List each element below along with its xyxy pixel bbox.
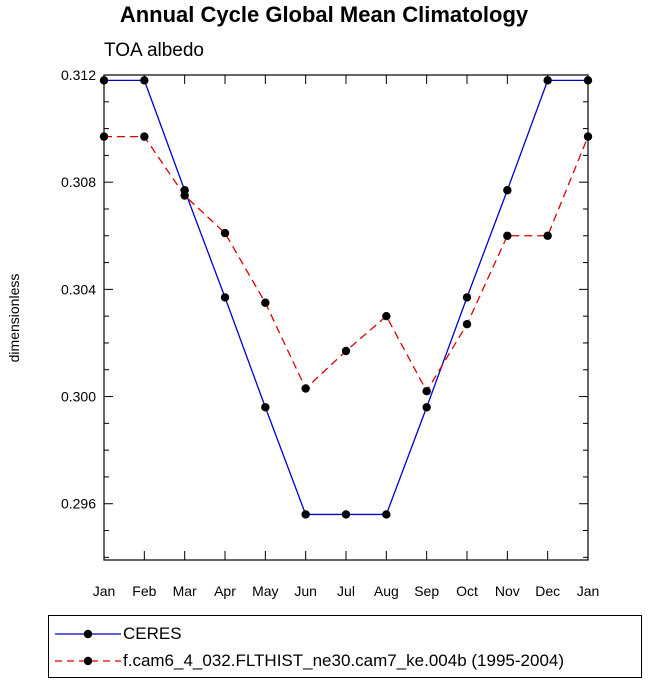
- y-tick-label: 0.304: [61, 281, 96, 297]
- series-0-point: [301, 510, 310, 519]
- series-1-point: [140, 132, 149, 141]
- chart-subtitle: TOA albedo: [104, 40, 205, 61]
- series-0-point: [220, 293, 230, 302]
- y-tick-label: 0.300: [61, 389, 96, 405]
- x-tick-label: Jan: [93, 583, 116, 599]
- x-tick-label: May: [252, 583, 278, 599]
- series-1-point: [543, 231, 552, 240]
- series-0-point: [543, 76, 552, 85]
- x-tick-label: Sep: [414, 583, 439, 599]
- series-1-point: [99, 132, 109, 141]
- series-0-point: [462, 293, 472, 302]
- series-1-point: [503, 231, 512, 240]
- series-1-point: [583, 132, 593, 141]
- x-tick-label: Aug: [374, 583, 399, 599]
- series-0-point: [99, 76, 109, 85]
- x-tick-label: Nov: [495, 583, 520, 599]
- x-tick-label: Jul: [337, 583, 355, 599]
- legend-label-ceres: CERES: [123, 624, 182, 643]
- y-tick-label: 0.312: [61, 67, 96, 83]
- series-line-0: [104, 79, 588, 516]
- x-tick-label: Dec: [535, 583, 560, 599]
- chart-title: Annual Cycle Global Mean Climatology: [119, 2, 529, 27]
- series-1-point: [180, 191, 189, 200]
- legend-entry-model: f.cam6_4_032.FLTHIST_ne30.cam7_ke.004b (…: [49, 649, 641, 673]
- series-1-point: [220, 228, 230, 238]
- plot-frame: [103, 74, 589, 561]
- plot-area: 0.296 0.300 0.304 0.308 0.312 Jan Feb Mar Apr May…: [61, 67, 600, 599]
- series-1-point: [341, 346, 351, 356]
- y-tick-label: 0.296: [61, 496, 96, 512]
- series-1-point: [462, 319, 472, 329]
- series-0-point: [422, 403, 431, 412]
- legend-marker-ceres: [83, 629, 93, 639]
- legend-marker-model: [83, 656, 93, 666]
- series-0-point: [140, 76, 149, 85]
- series-0-point: [583, 76, 593, 85]
- series-0-point: [341, 510, 351, 519]
- legend-swatch-ceres: [55, 629, 121, 639]
- x-tick-label: Oct: [456, 583, 478, 599]
- series-1-point: [422, 386, 431, 396]
- series-0-point: [261, 403, 270, 412]
- x-tick-label: Apr: [214, 583, 236, 599]
- series-0-point: [503, 186, 512, 195]
- x-tick-label: Jan: [577, 583, 600, 599]
- series-0-point: [382, 510, 391, 519]
- series-1-point: [261, 298, 270, 307]
- x-tick-label: Mar: [173, 583, 197, 599]
- series-1-point: [301, 384, 310, 393]
- legend-entry-ceres: CERES: [49, 622, 641, 646]
- legend-swatch-model: [55, 656, 121, 666]
- x-tick-label: Feb: [132, 583, 156, 599]
- x-tick-label: Jun: [294, 583, 317, 599]
- legend: CERES f.cam6_4_032.FLTHIST_ne30.cam7_ke.…: [48, 615, 642, 678]
- legend-label-model: f.cam6_4_032.FLTHIST_ne30.cam7_ke.004b (…: [123, 651, 565, 670]
- y-tick-label: 0.308: [61, 174, 96, 190]
- series-1-point: [382, 311, 391, 321]
